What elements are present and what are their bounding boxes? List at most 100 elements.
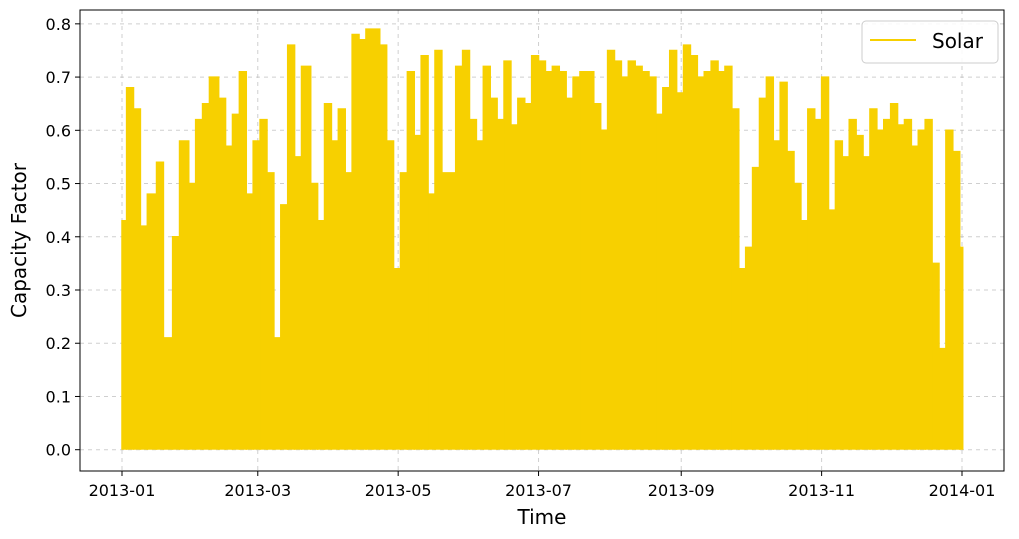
legend-box — [861, 20, 999, 64]
solar-peak-bar — [835, 140, 843, 450]
solar-peak-bar — [441, 172, 450, 450]
solar-peak-bar — [287, 45, 296, 450]
solar-peak-bar — [280, 204, 289, 450]
solar-peak-bar — [172, 236, 180, 450]
x-tick-label: 2013-07 — [505, 481, 572, 500]
solar-peak-bar — [869, 109, 878, 450]
solar-peak-bar — [462, 50, 470, 450]
solar-peak-bar — [133, 109, 141, 450]
solar-peak-bar — [195, 119, 203, 450]
solar-peak-bar — [849, 119, 857, 450]
solar-peak-bar — [490, 98, 498, 450]
x-tick-label: 2013-03 — [224, 481, 291, 500]
solar-peak-bar — [600, 130, 608, 450]
solar-peak-bar — [301, 66, 312, 450]
solar-peak-bar — [635, 66, 643, 450]
solar-peak-bar — [842, 156, 850, 450]
solar-peak-bar — [414, 135, 422, 450]
solar-peak-bar — [407, 71, 415, 450]
solar-peak-bar — [400, 172, 408, 450]
solar-peak-bar — [126, 87, 134, 450]
solar-peak-bar — [863, 156, 871, 450]
solar-peak-bar — [579, 71, 588, 450]
solar-peak-bar — [938, 348, 947, 450]
y-tick-label: 0.5 — [46, 175, 71, 194]
solar-peak-bar — [497, 119, 505, 450]
solar-peak-bar — [517, 98, 526, 450]
solar-peak-bar — [140, 226, 148, 450]
solar-peak-bar — [147, 194, 157, 450]
solar-peak-bar — [614, 61, 622, 450]
solar-peak-bar — [766, 77, 774, 450]
solar-peak-bar — [469, 119, 477, 450]
solar-peak-bar — [814, 119, 823, 450]
solar-peak-bar — [662, 87, 671, 450]
y-tick-label: 0.2 — [46, 334, 71, 353]
solar-peak-bar — [225, 146, 233, 450]
solar-peak-bar — [379, 45, 388, 450]
solar-peak-bar — [188, 183, 197, 450]
y-tick-label: 0.0 — [46, 441, 71, 460]
solar-peak-bar — [745, 247, 753, 450]
solar-peak-bar — [218, 98, 226, 450]
solar-peak-bar — [476, 140, 484, 450]
solar-peak-bar — [904, 119, 912, 450]
legend-entry-solar: Solar — [932, 29, 984, 53]
solar-peak-bar — [209, 77, 220, 450]
solar-peak-bar — [952, 151, 961, 450]
solar-peak-bar — [239, 71, 247, 450]
solar-peak-bar — [787, 151, 795, 450]
y-axis-label: Capacity Factor — [7, 162, 31, 318]
solar-peak-bar — [434, 50, 443, 450]
y-tick-label: 0.8 — [46, 15, 71, 34]
solar-peak-bar — [483, 66, 491, 450]
solar-peak-bar — [856, 135, 864, 450]
plot-area — [121, 28, 964, 450]
solar-peak-bar — [828, 210, 836, 450]
x-tick-label: 2013-05 — [365, 481, 432, 500]
solar-peak-bar — [365, 29, 374, 450]
solar-peak-bar — [359, 39, 367, 450]
solar-peak-bar — [794, 183, 802, 450]
solar-peak-bar — [911, 146, 919, 450]
solar-peak-bar — [163, 337, 174, 450]
solar-peak-bar — [573, 77, 581, 450]
solar-peak-bar — [718, 71, 726, 450]
solar-peak-bar — [731, 109, 740, 450]
solar-peak-bar — [331, 140, 339, 450]
solar-peak-bar — [372, 29, 381, 450]
y-tick-label: 0.4 — [46, 228, 71, 247]
solar-peak-bar — [566, 98, 574, 450]
solar-peak-bar — [232, 114, 240, 450]
y-axis: 0.0 0.1 0.2 0.3 0.4 0.5 0.6 0.7 0.8 — [46, 15, 80, 460]
y-tick-label: 0.3 — [46, 281, 71, 300]
solar-peak-bar — [504, 61, 512, 450]
solar-peak-bar — [704, 71, 712, 450]
solar-peak-bar — [317, 220, 325, 450]
solar-peak-bar — [179, 140, 190, 450]
solar-peak-bar — [890, 103, 898, 450]
solar-peak-bar — [759, 98, 767, 450]
y-tick-label: 0.7 — [46, 68, 71, 87]
solar-peak-bar — [559, 71, 567, 450]
solar-peak-bar — [807, 109, 816, 450]
solar-peak-bar — [593, 103, 602, 450]
solar-peak-bar — [310, 183, 319, 450]
y-tick-label: 0.1 — [46, 387, 71, 406]
solar-peak-bar — [607, 50, 615, 450]
solar-peak-bar — [294, 156, 302, 450]
solar-peak-bar — [448, 172, 457, 450]
solar-peak-bar — [697, 77, 705, 450]
solar-peak-bar — [932, 263, 940, 450]
plot-frame — [79, 9, 1005, 472]
solar-peak-bar — [883, 119, 892, 450]
solar-peak-bar — [122, 220, 128, 450]
solar-peak-bar — [524, 103, 533, 450]
solar-peak-bar — [876, 130, 885, 450]
solar-peak-bar — [780, 82, 788, 450]
x-axis-label: Time — [517, 505, 567, 529]
solar-peak-bar — [428, 194, 436, 450]
x-tick-label: 2013-09 — [648, 481, 715, 500]
solar-peak-bar — [918, 130, 926, 450]
